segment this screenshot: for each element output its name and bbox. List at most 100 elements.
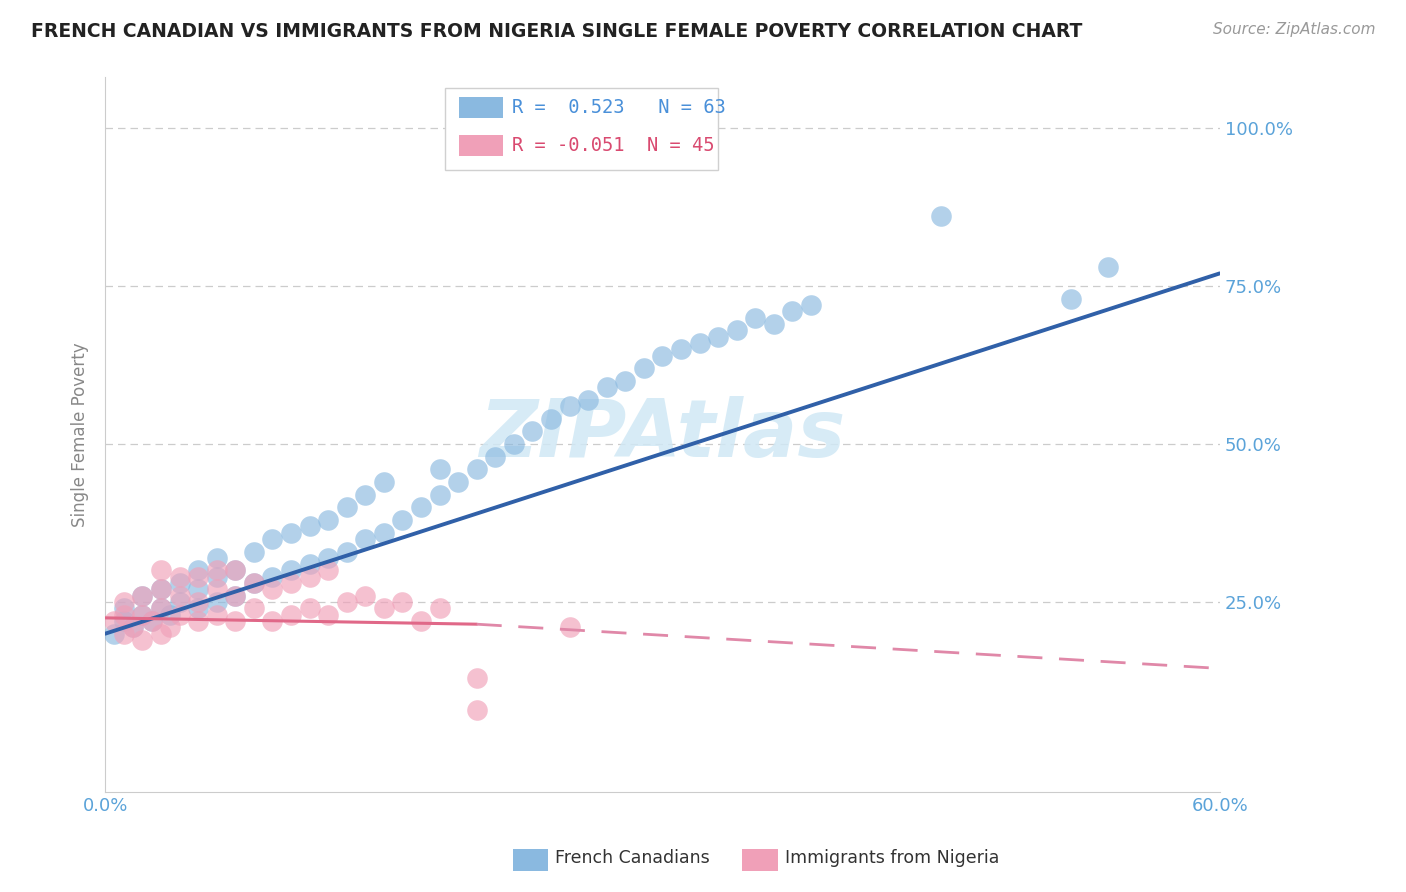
FancyBboxPatch shape xyxy=(458,135,503,156)
Point xyxy=(298,570,321,584)
Point xyxy=(224,589,246,603)
Point xyxy=(131,632,153,647)
Point xyxy=(169,607,191,622)
Point xyxy=(373,475,395,489)
Point xyxy=(112,614,135,628)
Point xyxy=(149,564,172,578)
Point xyxy=(243,576,266,591)
Point xyxy=(103,626,125,640)
Point xyxy=(224,564,246,578)
Point xyxy=(131,607,153,622)
Point xyxy=(243,576,266,591)
Point xyxy=(689,335,711,350)
Point xyxy=(298,519,321,533)
Point xyxy=(103,614,125,628)
Point xyxy=(243,544,266,558)
Point xyxy=(558,620,581,634)
Point xyxy=(354,488,377,502)
Point xyxy=(205,570,228,584)
Point xyxy=(205,550,228,565)
Point xyxy=(169,589,191,603)
Text: R =  0.523   N = 63: R = 0.523 N = 63 xyxy=(512,98,725,117)
Point xyxy=(354,589,377,603)
Point xyxy=(354,532,377,546)
Point xyxy=(141,614,163,628)
FancyBboxPatch shape xyxy=(458,96,503,118)
Point xyxy=(122,620,145,634)
Point xyxy=(336,544,359,558)
Point xyxy=(522,425,544,439)
Point xyxy=(465,462,488,476)
Point xyxy=(131,607,153,622)
Point xyxy=(316,564,339,578)
Point xyxy=(205,582,228,597)
Point xyxy=(205,564,228,578)
Point xyxy=(596,380,619,394)
Point xyxy=(169,595,191,609)
Point xyxy=(187,595,209,609)
Point xyxy=(187,570,209,584)
Point xyxy=(669,343,692,357)
Point xyxy=(187,614,209,628)
Point xyxy=(131,589,153,603)
Point xyxy=(149,601,172,615)
Point xyxy=(224,564,246,578)
Point xyxy=(280,576,302,591)
Point xyxy=(169,570,191,584)
Point xyxy=(336,500,359,515)
Point xyxy=(280,564,302,578)
Point xyxy=(651,349,673,363)
Point xyxy=(159,607,181,622)
Point xyxy=(122,620,145,634)
Point xyxy=(429,462,451,476)
Point xyxy=(373,601,395,615)
Point xyxy=(502,437,524,451)
Point xyxy=(149,582,172,597)
Point xyxy=(316,550,339,565)
Point xyxy=(447,475,470,489)
Point xyxy=(316,513,339,527)
Point xyxy=(243,601,266,615)
Point xyxy=(262,582,284,597)
Point xyxy=(112,626,135,640)
Point xyxy=(112,607,135,622)
Point xyxy=(316,607,339,622)
Point xyxy=(540,411,562,425)
Point xyxy=(391,595,413,609)
Text: FRENCH CANADIAN VS IMMIGRANTS FROM NIGERIA SINGLE FEMALE POVERTY CORRELATION CHA: FRENCH CANADIAN VS IMMIGRANTS FROM NIGER… xyxy=(31,22,1083,41)
Point xyxy=(280,525,302,540)
Y-axis label: Single Female Poverty: Single Female Poverty xyxy=(72,343,89,527)
Point xyxy=(187,564,209,578)
Point xyxy=(1097,260,1119,274)
Point xyxy=(224,614,246,628)
Point xyxy=(159,620,181,634)
Point xyxy=(391,513,413,527)
Text: ZIPAtlas: ZIPAtlas xyxy=(479,395,845,474)
Point xyxy=(800,298,823,312)
Point xyxy=(725,323,748,337)
Point xyxy=(409,614,432,628)
Point xyxy=(762,317,785,331)
Point xyxy=(149,582,172,597)
Point xyxy=(298,601,321,615)
Point xyxy=(131,589,153,603)
Point xyxy=(744,310,766,325)
Point xyxy=(262,532,284,546)
Point xyxy=(112,595,135,609)
Point xyxy=(558,399,581,413)
Text: R = -0.051  N = 45: R = -0.051 N = 45 xyxy=(512,136,714,155)
FancyBboxPatch shape xyxy=(446,88,718,170)
Point xyxy=(576,392,599,407)
Point xyxy=(187,601,209,615)
Text: French Canadians: French Canadians xyxy=(555,849,710,867)
Point xyxy=(262,614,284,628)
Point xyxy=(782,304,804,318)
Point xyxy=(298,557,321,571)
Point xyxy=(929,210,952,224)
Point xyxy=(429,488,451,502)
Point xyxy=(141,614,163,628)
Point xyxy=(205,595,228,609)
Point xyxy=(149,626,172,640)
Point xyxy=(112,601,135,615)
Point xyxy=(336,595,359,609)
